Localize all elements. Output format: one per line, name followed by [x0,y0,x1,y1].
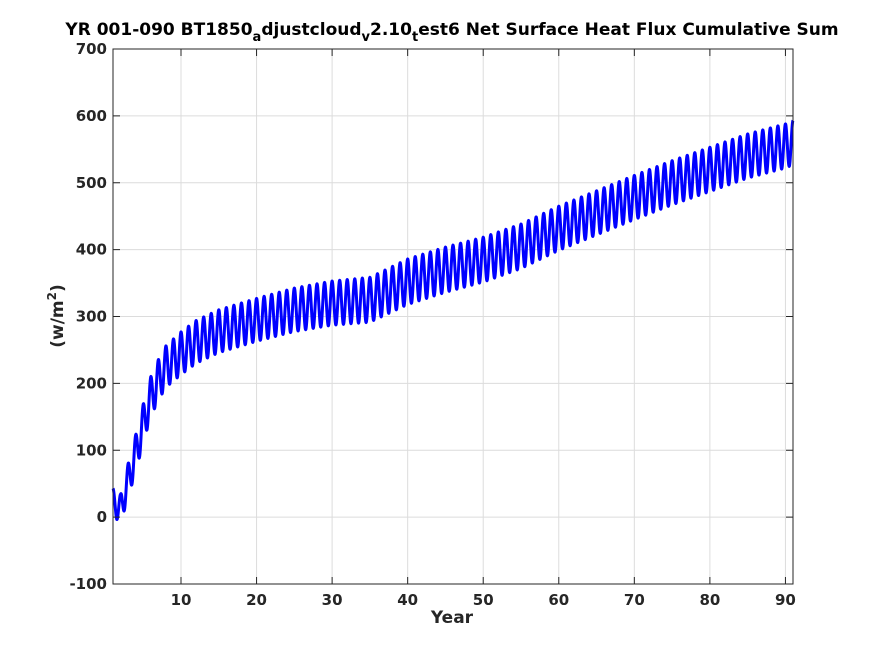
y-tick-labels: -100 0 100 200 300 400 500 600 700 [69,40,107,593]
y-tick-label: 500 [76,174,107,192]
x-tick-label: 60 [548,591,569,609]
x-tick-label: 90 [775,591,796,609]
x-tick-label: 80 [699,591,720,609]
y-tick-label: 300 [76,308,107,326]
grid-lines [113,48,793,585]
x-tick-label: 50 [473,591,494,609]
y-tick-label: 200 [76,374,107,392]
series-line [111,119,795,522]
y-tick-label: 700 [76,40,107,58]
y-tick-label: -100 [69,575,107,593]
x-tick-label: 10 [171,591,192,609]
series-layer [111,119,795,522]
chart-title: YR 001-090 BT1850adjustcloudv2.10test6 N… [64,20,838,45]
x-axis-label: Year [430,608,474,628]
y-axis-label: (w/m2) [45,284,68,348]
x-tick-label: 70 [624,591,645,609]
tick-marks [113,48,793,585]
y-tick-label: 100 [76,441,107,459]
x-tick-label: 40 [397,591,418,609]
y-tick-label: 400 [76,241,107,259]
x-tick-labels: 10 20 30 40 50 60 70 80 90 [171,591,796,609]
y-tick-label: 0 [97,508,107,526]
x-tick-label: 20 [246,591,267,609]
x-tick-label: 30 [322,591,343,609]
y-tick-label: 600 [76,107,107,125]
